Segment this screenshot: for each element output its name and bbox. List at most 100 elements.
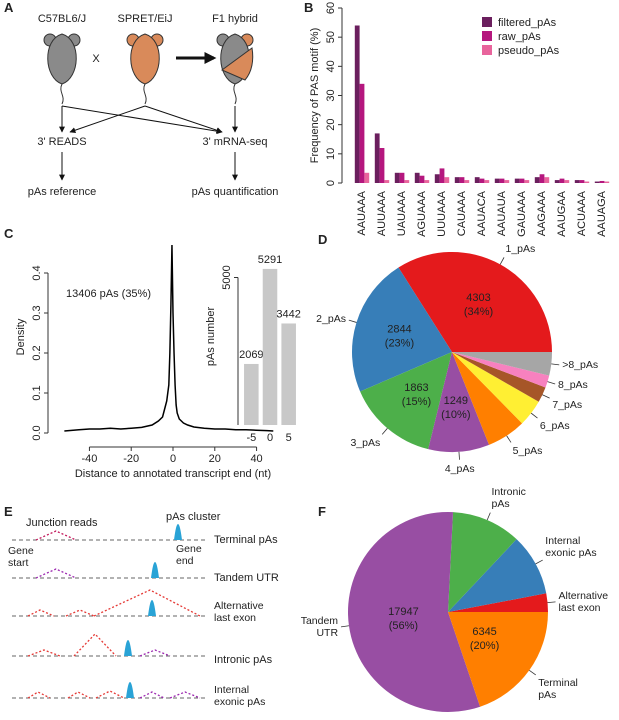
leader-line [542, 394, 550, 399]
bar [584, 181, 590, 183]
mouse-hybrid [216, 33, 254, 105]
slice-percent: (10%) [441, 409, 470, 421]
slice-value: 17947 [388, 606, 419, 618]
bar [444, 177, 450, 183]
event-schematics [12, 524, 205, 699]
x-tick-label: UUUAAA [436, 190, 448, 237]
cross-label: X [92, 53, 100, 65]
density-line [64, 244, 274, 432]
x-tick-label: 40 [250, 453, 262, 465]
slice-label: 7_pAs [552, 399, 583, 412]
bar [434, 174, 440, 183]
x-tick-label: 0 [170, 453, 176, 465]
event-label: Alternative last exon [214, 600, 264, 624]
y-tick-label: 30 [325, 89, 337, 101]
pie-slice [448, 539, 547, 612]
bar [594, 181, 600, 183]
event-label: Terminal pAs [214, 534, 278, 546]
bar [404, 180, 410, 183]
data-label: 2069 [239, 349, 263, 361]
leader-line [499, 257, 505, 265]
bar [374, 133, 380, 183]
slice-percent: (15%) [402, 396, 431, 408]
junction-reads-label: Junction reads [26, 517, 98, 529]
bar [499, 178, 505, 183]
leader-line [547, 381, 556, 385]
panel-letter: F [318, 504, 326, 519]
slice-label: Terminal pAs [538, 676, 578, 701]
bar [379, 148, 385, 183]
y-tick-label: 0.1 [31, 385, 43, 400]
slice-label: 2_pAs [316, 313, 346, 326]
pie-slice [360, 352, 452, 450]
leader-line [486, 512, 491, 521]
mouse-orange [126, 33, 164, 105]
output-label: pAs quantification [192, 186, 279, 198]
x-tick-label: -40 [81, 453, 97, 465]
bar [419, 175, 425, 183]
y-axis-label: Frequency of PAS motif (%) [309, 28, 321, 164]
bar [524, 180, 530, 183]
bar [504, 180, 510, 183]
slice-percent: (20%) [470, 640, 499, 652]
y-tick-label: 0.3 [31, 305, 43, 320]
pie-slice [448, 612, 548, 707]
bar [554, 180, 560, 183]
slice-label: 1_pAs [505, 242, 536, 255]
slice-label: 6_pAs [539, 419, 570, 432]
x-tick-label: ACUAAA [576, 190, 588, 236]
pie-slice [448, 593, 548, 612]
bar [399, 172, 405, 183]
gene-start-label: Gene start [8, 545, 34, 569]
bar [474, 177, 480, 183]
y-tick-label: 0.4 [31, 265, 43, 280]
data-label: 5291 [258, 254, 282, 266]
pie-slice [452, 352, 550, 388]
slice-label: Alternative last exon [558, 589, 609, 614]
legend-label: raw_pAs [498, 31, 541, 43]
x-tick-label: 0 [267, 432, 273, 444]
bar [544, 177, 550, 183]
slice-percent: (23%) [385, 338, 414, 350]
strain-label: F1 hybrid [212, 13, 258, 25]
x-tick-label: AAUGAA [556, 190, 568, 237]
slice-label: >8_pAs [562, 359, 599, 372]
slice-label: 5_pAs [512, 444, 543, 457]
legend-swatch [482, 17, 492, 27]
y-tick-label: 20 [325, 119, 337, 131]
bar [394, 172, 400, 183]
y-tick-label: 0.2 [31, 345, 43, 360]
bar [534, 177, 540, 183]
x-tick-label: -5 [246, 432, 256, 444]
leader-line [535, 559, 543, 565]
slice-label: 3_pAs [350, 436, 381, 449]
arrows [59, 105, 238, 181]
pie-slice [452, 352, 523, 445]
event-label: Tandem UTR [214, 572, 279, 584]
panel-letter: B [304, 0, 313, 15]
panel-letter: E [4, 504, 13, 519]
slice-label: Intronic pAs [491, 485, 526, 510]
slice-value: 1249 [444, 395, 468, 407]
legend-label: filtered_pAs [498, 17, 557, 29]
method-label: 3' READS [37, 136, 86, 148]
gene-end-label: Gene end [176, 543, 202, 567]
panel-letter: C [4, 226, 14, 241]
bar [414, 172, 420, 183]
bar [579, 180, 585, 183]
bar [454, 177, 460, 183]
leader-line [547, 601, 556, 604]
leader-line [458, 451, 460, 460]
x-tick-label: AUUAAA [376, 190, 388, 236]
bar [439, 168, 445, 183]
y-axis-label: Density [15, 318, 27, 355]
slice-percent: (34%) [464, 306, 493, 318]
bar [244, 363, 259, 425]
x-axis-label: Distance to annotated transcript end (nt… [75, 468, 271, 480]
x-tick-label: 20 [209, 453, 221, 465]
strain-label: SPRET/EiJ [117, 13, 172, 25]
leader-line [381, 428, 388, 435]
method-label: 3' mRNA-seq [202, 136, 267, 148]
slice-label: Tandem UTR [300, 615, 339, 640]
